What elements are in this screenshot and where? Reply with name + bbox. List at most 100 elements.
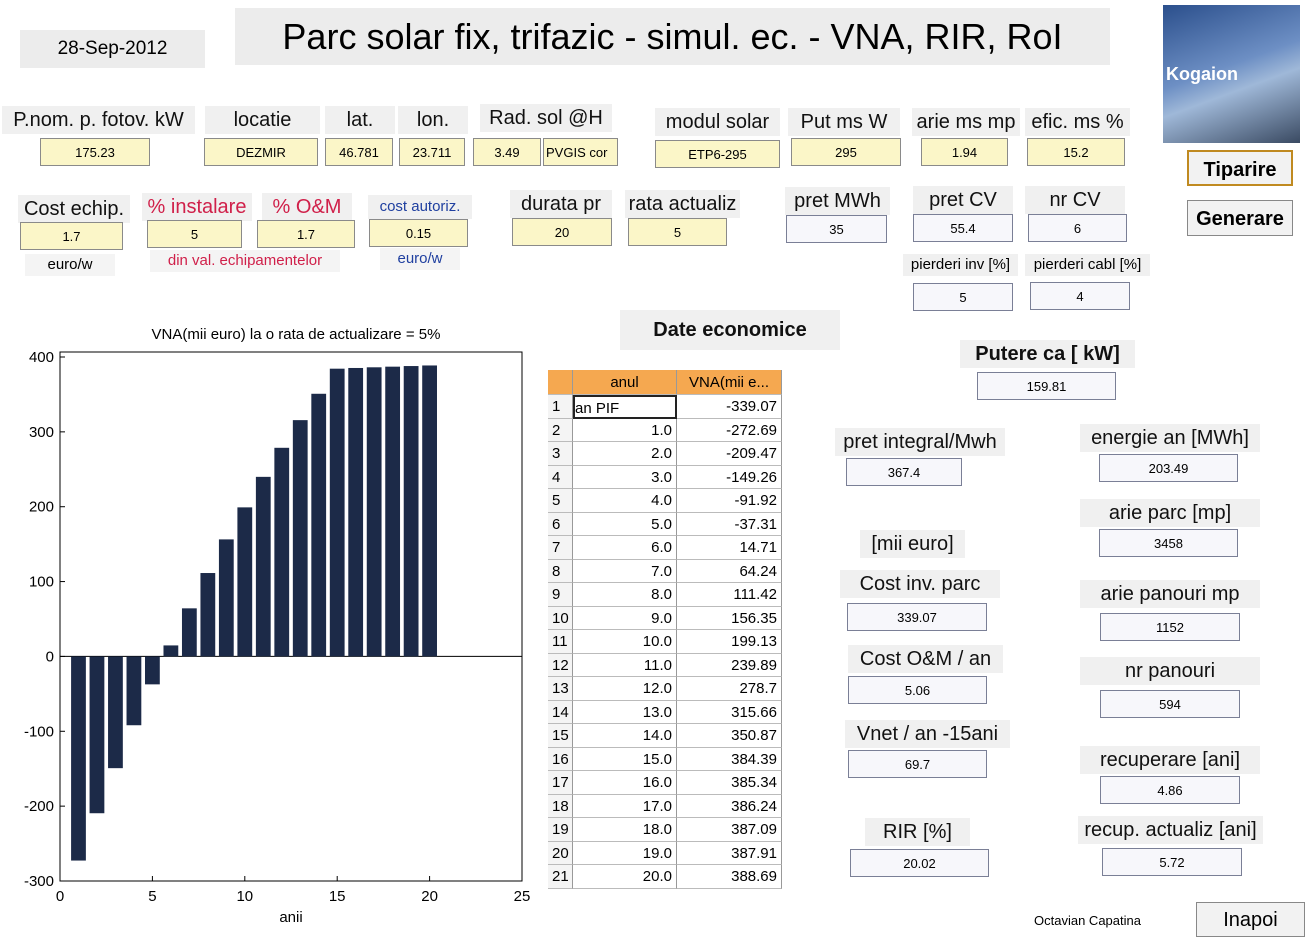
- table-cell: 10.0: [573, 630, 677, 654]
- field-value: 295: [791, 138, 901, 166]
- field-value: 55.4: [913, 214, 1013, 242]
- y-tick-label: 300: [29, 424, 54, 441]
- field-value: 4: [1030, 282, 1130, 310]
- chart-title: VNA(mii euro) la o rata de actualizare =…: [152, 326, 441, 343]
- field-unit: euro/w: [380, 248, 460, 270]
- row-number: 19: [548, 818, 573, 842]
- row-number: 12: [548, 653, 573, 677]
- field-value: 203.49: [1099, 454, 1238, 482]
- bar: [181, 608, 197, 657]
- field-value: 6: [1028, 214, 1127, 242]
- bar: [163, 645, 179, 657]
- x-tick-label: 25: [514, 888, 531, 905]
- table-cell: 4.0: [573, 489, 677, 513]
- bar: [385, 366, 401, 657]
- field-value: 1152: [1100, 613, 1240, 641]
- x-tick-label: 0: [56, 888, 64, 905]
- table-cell: 20.0: [573, 865, 677, 889]
- field-unit: euro/w: [25, 254, 115, 276]
- row-number: 2: [548, 418, 573, 442]
- table-cell: 18.0: [573, 818, 677, 842]
- field-label: Cost O&M / an: [848, 645, 1003, 673]
- bar: [348, 367, 364, 657]
- y-tick-label: 100: [29, 574, 54, 591]
- row-number: 3: [548, 442, 573, 466]
- field-value: 5: [913, 283, 1013, 311]
- field-label: Cost echip.: [18, 195, 130, 223]
- field-value: 69.7: [848, 750, 987, 778]
- table-cell: 15.0: [573, 747, 677, 771]
- row-number: 1: [548, 395, 573, 419]
- table-cell: 278.7: [677, 677, 782, 701]
- field-value: DEZMIR: [204, 138, 318, 166]
- bar: [274, 447, 290, 657]
- field-label: pierderi inv [%]: [903, 254, 1018, 276]
- field-label: RIR [%]: [865, 818, 970, 846]
- section-title: Date economice: [620, 310, 840, 350]
- y-tick-label: 200: [29, 499, 54, 516]
- print-button[interactable]: Tiparire: [1187, 150, 1293, 186]
- back-button[interactable]: Inapoi: [1196, 902, 1305, 937]
- author: Octavian Capatina: [1034, 913, 1141, 928]
- table-cell: -37.31: [677, 512, 782, 536]
- table-cell: -209.47: [677, 442, 782, 466]
- field-value: 15.2: [1027, 138, 1125, 166]
- field-value: 175.23: [40, 138, 150, 166]
- row-number: 20: [548, 841, 573, 865]
- table-cell: 386.24: [677, 794, 782, 818]
- field-label: arie panouri mp: [1080, 580, 1260, 608]
- table-cell: 388.69: [677, 865, 782, 889]
- bar: [126, 656, 142, 726]
- table-cell: 11.0: [573, 653, 677, 677]
- table-corner: [548, 370, 573, 395]
- table-cell: 16.0: [573, 771, 677, 795]
- field-note: din val. echipamentelor: [150, 250, 340, 272]
- table-cell: 13.0: [573, 700, 677, 724]
- table-cell: 2.0: [573, 442, 677, 466]
- bar: [218, 539, 234, 657]
- field-label: Putere ca [ kW]: [960, 340, 1135, 368]
- table-cell: 199.13: [677, 630, 782, 654]
- row-number: 15: [548, 724, 573, 748]
- y-tick-label: -100: [24, 723, 54, 740]
- x-tick-label: 15: [329, 888, 346, 905]
- x-axis-label: anii: [279, 909, 302, 926]
- field-value: 1.94: [921, 138, 1008, 166]
- field-value: 20: [512, 218, 612, 246]
- field-source: PVGIS cor: [543, 138, 618, 166]
- generate-button[interactable]: Generare: [1187, 200, 1293, 236]
- table-cell: 387.09: [677, 818, 782, 842]
- field-label: arie ms mp: [912, 108, 1020, 136]
- field-label: recuperare [ani]: [1080, 746, 1260, 774]
- table-cell: 9.0: [573, 606, 677, 630]
- chart: VNA(mii euro) la o rata de actualizare =…: [24, 326, 531, 926]
- field-value: 23.711: [399, 138, 465, 166]
- field-value: 5: [147, 220, 242, 248]
- y-tick-label: 0: [46, 648, 54, 665]
- table-cell: 350.87: [677, 724, 782, 748]
- table-cell: 14.0: [573, 724, 677, 748]
- field-label: nr CV: [1025, 186, 1125, 214]
- field-value: 20.02: [850, 849, 989, 877]
- field-value: 594: [1100, 690, 1240, 718]
- field-value: ETP6-295: [655, 140, 780, 168]
- row-number: 17: [548, 771, 573, 795]
- title: Parc solar fix, trifazic - simul. ec. - …: [235, 8, 1110, 65]
- field-label: Put ms W: [788, 108, 900, 136]
- y-tick-label: -200: [24, 798, 54, 815]
- field-value: 5.72: [1102, 848, 1242, 876]
- field-label: locatie: [205, 106, 320, 134]
- field-value: 3.49: [473, 138, 541, 166]
- bar: [422, 365, 437, 657]
- field-label: % O&M: [262, 193, 352, 221]
- table-cell: 17.0: [573, 794, 677, 818]
- column-header: anul: [573, 370, 677, 395]
- table-cell: 7.0: [573, 559, 677, 583]
- row-number: 8: [548, 559, 573, 583]
- table-cell: an PIF: [573, 395, 677, 419]
- field-value: 3458: [1099, 529, 1238, 557]
- plot-area: [59, 351, 523, 882]
- field-label: Cost inv. parc: [840, 570, 1000, 598]
- table-cell: -339.07: [677, 395, 782, 419]
